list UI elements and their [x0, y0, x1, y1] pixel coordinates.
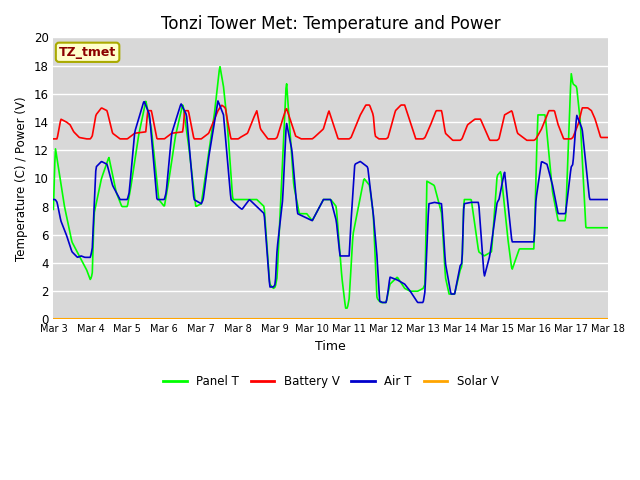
Title: Tonzi Tower Met: Temperature and Power: Tonzi Tower Met: Temperature and Power — [161, 15, 500, 33]
Y-axis label: Temperature (C) / Power (V): Temperature (C) / Power (V) — [15, 96, 28, 261]
Text: TZ_tmet: TZ_tmet — [59, 46, 116, 59]
Legend: Panel T, Battery V, Air T, Solar V: Panel T, Battery V, Air T, Solar V — [158, 370, 503, 393]
X-axis label: Time: Time — [316, 340, 346, 353]
